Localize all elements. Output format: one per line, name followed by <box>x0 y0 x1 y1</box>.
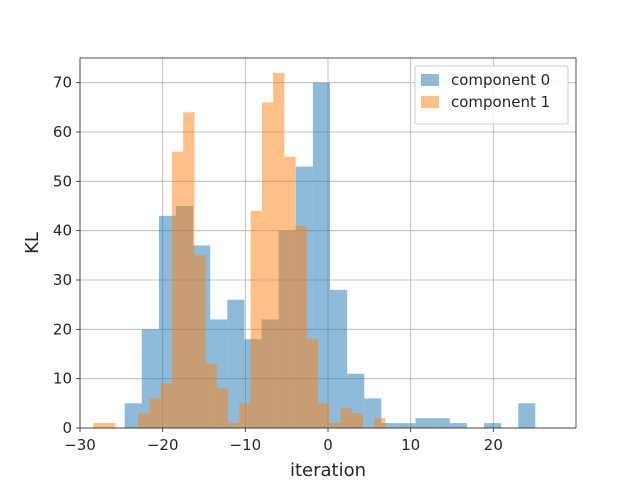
bar-series-1-bin-1 <box>104 423 116 428</box>
bar-series-1-bin-7 <box>171 151 184 428</box>
bar-series-1-bin-11 <box>216 388 229 428</box>
x-axis-label: iteration <box>290 460 366 480</box>
bar-series-1-bin-9 <box>194 255 206 428</box>
x-tick-label-0: −30 <box>64 436 96 454</box>
bar-series-0-bin-17 <box>415 418 433 428</box>
legend-box <box>414 65 569 125</box>
bar-series-1-bin-8 <box>183 112 195 429</box>
bar-series-1-bin-17 <box>284 156 296 428</box>
legend-label-0: component 0 <box>451 71 550 89</box>
x-tick-label-4: 10 <box>401 436 420 454</box>
bar-series-0-bin-19 <box>449 423 467 428</box>
bars-layer <box>93 72 536 429</box>
y-tick-label-5: 50 <box>53 172 72 190</box>
x-tick-label-3: 0 <box>323 436 333 454</box>
y-tick-label-0: 0 <box>62 419 72 437</box>
bar-series-1-bin-5 <box>149 398 161 428</box>
bar-series-1-bin-16 <box>273 72 285 429</box>
bar-series-0-bin-21 <box>483 423 502 428</box>
x-tick-label-2: −10 <box>230 436 262 454</box>
bar-series-1-bin-25 <box>374 418 386 428</box>
x-tick-label-1: −20 <box>147 436 179 454</box>
bar-series-0-bin-12 <box>329 289 348 428</box>
bar-series-1-bin-19 <box>306 339 319 428</box>
bar-series-1-bin-6 <box>160 383 172 428</box>
legend-label-1: component 1 <box>451 93 550 111</box>
bar-series-0-bin-2 <box>158 215 176 428</box>
y-tick-label-1: 10 <box>53 370 72 388</box>
legend: component 0 component 1 <box>414 65 569 125</box>
legend-swatch-0 <box>421 74 439 86</box>
bar-series-1-bin-18 <box>295 225 307 428</box>
y-tick-label-3: 30 <box>53 271 72 289</box>
bar-series-1-bin-15 <box>261 102 274 429</box>
bar-series-1-bin-0 <box>93 423 105 428</box>
bar-series-0-bin-0 <box>124 403 142 428</box>
bar-series-1-bin-20 <box>318 403 330 428</box>
y-tick-label-7: 70 <box>53 74 72 92</box>
bar-series-0-bin-16 <box>398 423 416 428</box>
bar-series-1-bin-10 <box>205 363 217 428</box>
x-tick-label-5: 20 <box>484 436 503 454</box>
y-axis-label: KL <box>22 232 43 254</box>
bar-series-0-bin-23 <box>518 403 536 428</box>
axis-ticks: −30 −20 −10 0 10 20 0 10 20 30 40 50 60 70 <box>53 74 503 454</box>
bar-series-0-bin-6 <box>227 299 245 428</box>
bar-series-1-bin-14 <box>250 210 262 428</box>
bar-series-0-bin-15 <box>381 423 399 428</box>
y-tick-label-2: 20 <box>53 320 72 338</box>
bar-series-1-bin-23 <box>351 413 364 428</box>
bar-series-1-bin-4 <box>138 413 150 428</box>
bar-series-1-bin-13 <box>239 403 251 428</box>
bar-series-1-bin-22 <box>340 408 352 428</box>
bar-series-1-bin-21 <box>329 423 341 428</box>
bar-series-0-bin-18 <box>432 418 450 428</box>
bar-series-1-bin-12 <box>228 423 240 428</box>
y-tick-label-4: 40 <box>53 222 72 240</box>
y-tick-label-6: 60 <box>53 123 72 141</box>
legend-swatch-1 <box>421 96 439 108</box>
